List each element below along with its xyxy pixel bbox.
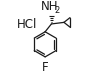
Text: 2: 2	[54, 6, 59, 15]
Text: NH: NH	[41, 0, 58, 13]
Text: HCl: HCl	[17, 18, 37, 31]
Text: F: F	[41, 61, 48, 74]
